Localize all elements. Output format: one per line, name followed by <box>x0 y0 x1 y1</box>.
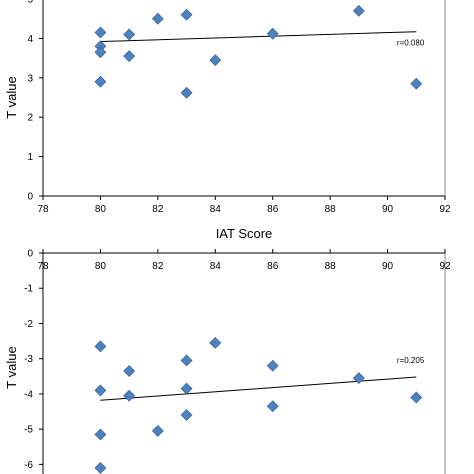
y-tick-label: -4 <box>24 389 33 400</box>
data-point-diamond <box>180 382 193 395</box>
x-tick-label: 88 <box>325 204 337 215</box>
data-point-diamond <box>180 354 193 367</box>
x-tick-label: 90 <box>382 204 394 215</box>
data-point-diamond <box>180 86 193 99</box>
x-tick-label: 92 <box>439 204 451 215</box>
y-tick-label: -1 <box>24 284 33 295</box>
data-point-diamond <box>94 46 107 59</box>
x-tick-label: 82 <box>152 204 164 215</box>
y-tick-label: 3 <box>27 73 33 84</box>
plot-frame <box>42 0 446 197</box>
data-point-diamond <box>94 428 107 441</box>
y-tick-label: -5 <box>24 425 33 436</box>
x-tick-label: 84 <box>210 204 222 215</box>
trendline <box>100 376 417 401</box>
x-tick-label: 92 <box>439 261 451 272</box>
data-point-diamond <box>94 384 107 397</box>
chart-bottom: 78 80 82 84 86 88 90 92 0 -1 -2 -3 -4 -5 -6 T value r=0.… <box>4 249 451 474</box>
data-point-diamond <box>209 54 222 66</box>
y-tick-label: 1 <box>27 152 33 163</box>
x-tick-label: 86 <box>267 261 279 272</box>
data-point-diamond <box>123 389 136 402</box>
x-tick-label: 90 <box>382 261 394 272</box>
chart-top: 78 80 82 84 86 88 90 92 0 1 2 3 4 5 IAT Score T value r=… <box>4 0 451 241</box>
data-point-diamond <box>94 26 107 39</box>
data-point-diamond <box>266 27 279 40</box>
y-tick-label: -2 <box>24 319 33 330</box>
y-tick-label: -6 <box>24 460 33 471</box>
x-tick-label: 80 <box>95 204 107 215</box>
data-point-diamond <box>94 461 107 474</box>
y-tick-label: 0 <box>27 249 33 260</box>
y-tick-label: -3 <box>24 354 33 365</box>
data-point-diamond <box>266 359 279 372</box>
data-point-diamond <box>209 336 222 349</box>
data-point-diamond <box>266 400 279 413</box>
x-tick-label: 84 <box>210 261 222 272</box>
data-point-diamond <box>151 12 164 25</box>
x-axis-title: IAT Score <box>216 226 273 241</box>
x-tick-label: 78 <box>37 204 49 215</box>
y-tick-label: 0 <box>27 192 33 203</box>
data-point-diamond <box>123 50 136 63</box>
data-point-diamond <box>352 4 365 17</box>
data-point-diamond <box>180 8 193 21</box>
y-tick-label: 2 <box>27 113 33 124</box>
data-point-diamond <box>123 28 136 41</box>
trendline <box>100 31 417 43</box>
plot-frame <box>42 252 446 474</box>
x-tick-label: 80 <box>95 261 107 272</box>
data-point-diamond <box>123 365 136 377</box>
x-tick-label: 88 <box>325 261 337 272</box>
correlation-annotation: r=0.205 <box>397 356 425 365</box>
data-point-diamond <box>94 340 107 353</box>
x-tick-label: 86 <box>267 204 279 215</box>
data-point-diamond <box>180 409 193 421</box>
data-point-diamond <box>94 75 107 88</box>
y-axis-title: T value <box>4 346 19 388</box>
y-axis-title: T value <box>4 76 19 118</box>
data-point-diamond <box>151 424 164 437</box>
correlation-annotation: r=0.080 <box>397 39 425 48</box>
data-point-diamond <box>352 372 365 384</box>
y-tick-label: 4 <box>27 34 33 45</box>
x-tick-label: 82 <box>152 261 164 272</box>
data-point-diamond <box>410 77 423 90</box>
x-tick-label: 78 <box>37 261 49 272</box>
data-point-diamond <box>410 391 423 404</box>
y-tick-label: 5 <box>27 0 33 6</box>
